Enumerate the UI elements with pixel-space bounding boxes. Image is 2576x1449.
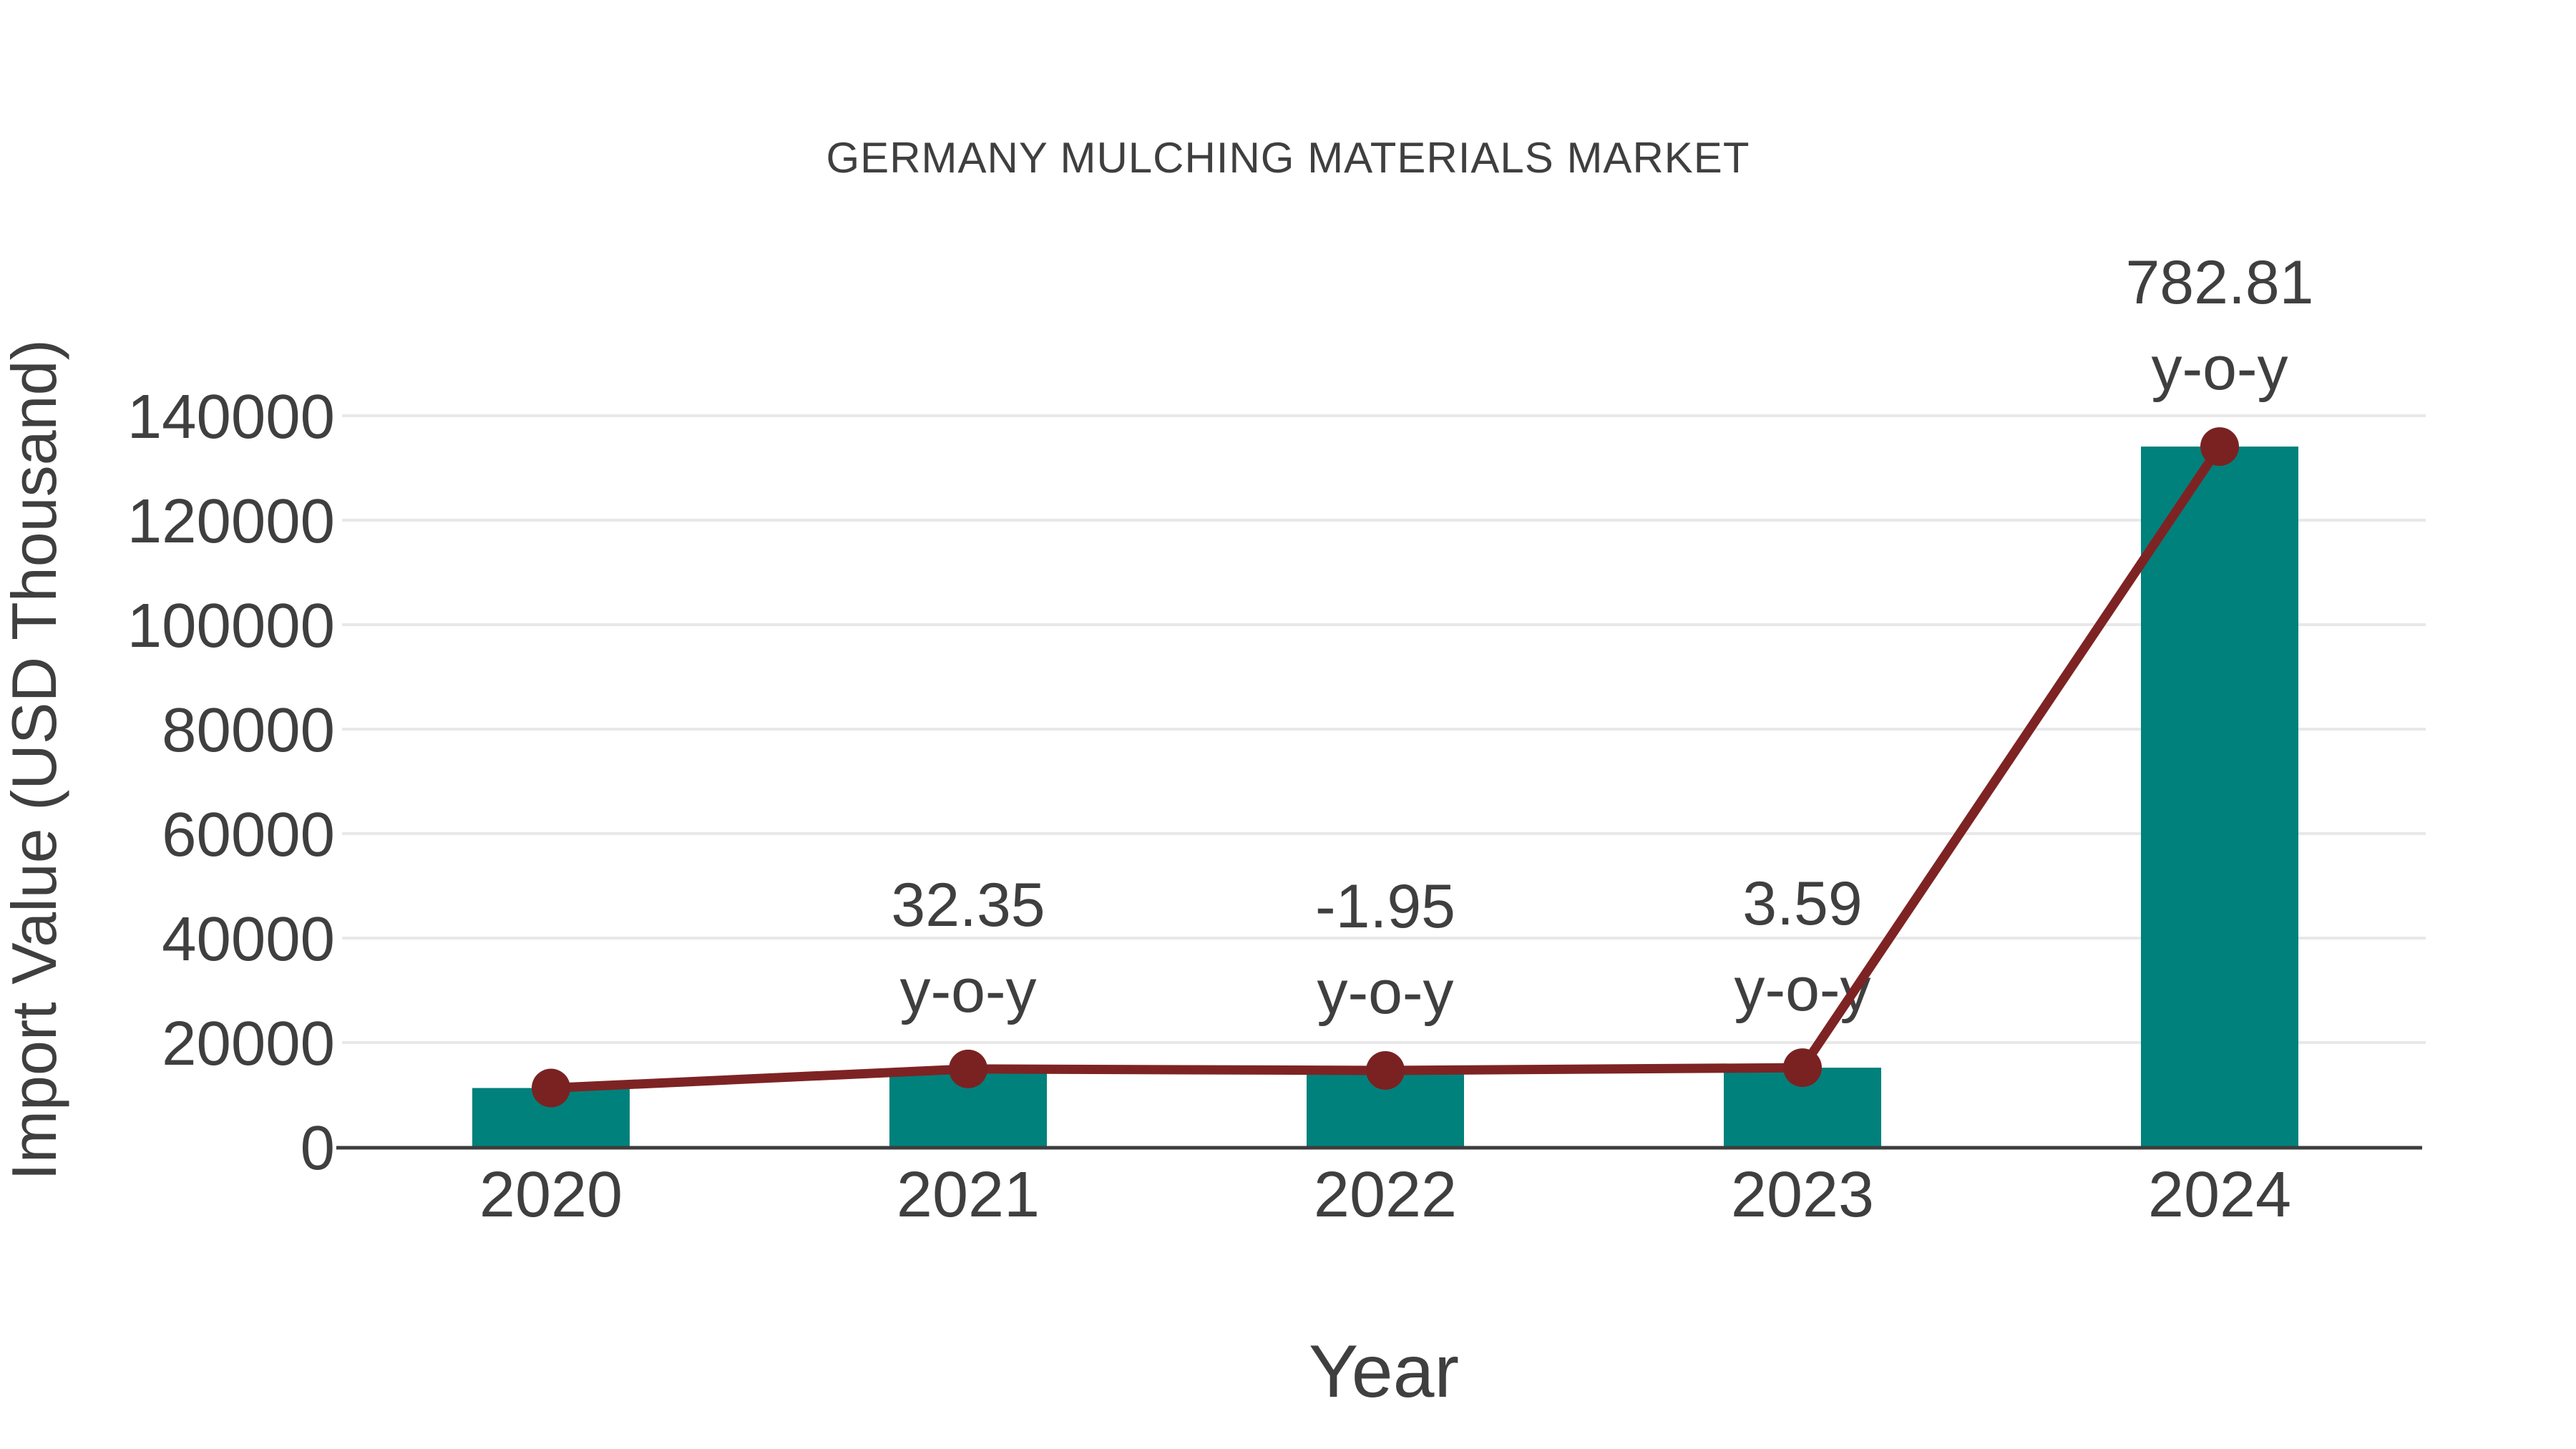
y-tick-label-20000: 20000 — [162, 1009, 335, 1078]
annotation-label-2023: y-o-y — [1734, 955, 1870, 1024]
marker-2021 — [949, 1049, 987, 1088]
x-tick-label-2021: 2021 — [897, 1159, 1040, 1231]
marker-2022 — [1366, 1050, 1405, 1090]
y-tick-label-100000: 100000 — [127, 591, 335, 660]
marker-2024 — [2200, 427, 2239, 467]
annotation-label-2022: y-o-y — [1317, 958, 1453, 1027]
x-tick-label-2022: 2022 — [1314, 1159, 1457, 1231]
annotation-label-2024: y-o-y — [2151, 334, 2288, 403]
annotation-value-2021: 32.35 — [891, 871, 1045, 940]
x-tick-label-2020: 2020 — [479, 1159, 623, 1231]
x-tick-label-2024: 2024 — [2148, 1159, 2291, 1231]
y-tick-label-40000: 40000 — [162, 904, 335, 974]
annotation-value-2023: 3.59 — [1742, 869, 1862, 938]
bar-2024 — [2141, 447, 2298, 1147]
chart-title: GERMANY MULCHING MATERIALS MARKET — [826, 134, 1750, 182]
annotation-value-2024: 782.81 — [2125, 248, 2313, 317]
annotation-value-2022: -1.95 — [1315, 872, 1455, 941]
y-tick-label-0: 0 — [301, 1113, 335, 1183]
marker-2023 — [1783, 1048, 1822, 1088]
y-tick-label-60000: 60000 — [162, 800, 335, 869]
y-tick-label-120000: 120000 — [127, 487, 335, 556]
marker-2020 — [532, 1068, 570, 1108]
annotation-label-2021: y-o-y — [899, 957, 1036, 1025]
x-tick-label-2023: 2023 — [1731, 1159, 1874, 1231]
y-tick-label-140000: 140000 — [127, 382, 335, 452]
x-axis-title: Year — [1308, 1330, 1460, 1413]
y-tick-label-80000: 80000 — [162, 696, 335, 765]
